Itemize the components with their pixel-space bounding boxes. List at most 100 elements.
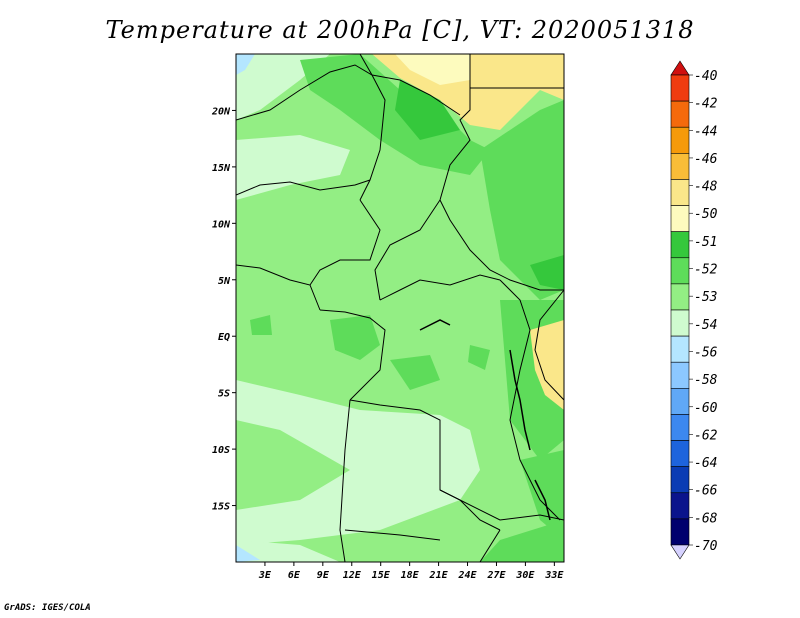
field-pale-south — [236, 380, 480, 545]
boundary-zambia — [439, 489, 564, 521]
x-tick-label: 15E — [372, 570, 391, 581]
colorbar-label: -51 — [694, 235, 717, 250]
boundary-west-africa — [236, 179, 371, 196]
colorbar-swatch — [670, 74, 690, 102]
field-darker-north — [395, 80, 460, 140]
colorbar-swatch — [670, 100, 690, 128]
colorbar-swatch — [670, 361, 690, 389]
colorbar-swatch — [670, 309, 690, 337]
field-pale-sahel — [236, 135, 350, 200]
x-tick-label: 3E — [258, 570, 272, 581]
colorbar-label: -42 — [694, 97, 718, 112]
boundary-car-drc — [379, 274, 501, 301]
colorbar-label: -40 — [694, 69, 718, 84]
boundary-angola-west — [339, 399, 351, 562]
colorbar-label: -60 — [694, 401, 718, 416]
colorbar-swatch — [670, 518, 690, 546]
colorbar-label: -44 — [694, 124, 717, 139]
boundary-sahara — [236, 64, 461, 121]
boundary-niger-chad — [359, 54, 386, 201]
x-tick-label: 6E — [288, 570, 301, 581]
boundary-namibia — [344, 529, 441, 541]
colorbar-swatch — [670, 283, 690, 311]
colorbar-swatch — [670, 414, 690, 441]
boundary-nigeria-cameroon — [309, 199, 381, 286]
field-dark-congo2 — [390, 355, 440, 390]
colorbar-swatch — [670, 153, 690, 180]
boundary-sudan-south — [439, 199, 564, 291]
field-mid-sw — [236, 420, 350, 510]
lake-tanganyika — [509, 349, 531, 451]
y-tick-label: EQ — [218, 332, 230, 343]
boundary-libya-sudan — [439, 54, 471, 201]
field-dark-east — [480, 100, 564, 300]
colorbar-label: -50 — [694, 207, 718, 222]
colorbar-label: -70 — [694, 539, 718, 554]
colorbar-swatch — [670, 231, 690, 259]
country-boundaries — [236, 54, 564, 562]
field-warmer-north — [395, 54, 470, 85]
field-warm-east — [530, 320, 564, 410]
colorbar-label: -58 — [694, 373, 718, 388]
x-tick-label: 33E — [544, 570, 564, 581]
colorbar-bottom-arrow — [670, 544, 690, 560]
colorbar-label: -64 — [694, 456, 717, 471]
colorbar-label: -56 — [694, 345, 718, 360]
colorbar-label: -53 — [694, 290, 717, 305]
field-dark-lake — [468, 345, 490, 370]
colorbar-label: -52 — [694, 263, 718, 278]
field-pale-sw — [236, 540, 340, 562]
colorbar-label: -62 — [694, 428, 718, 443]
colorbar-swatch — [670, 179, 690, 206]
colorbar-swatch — [670, 492, 690, 520]
boundary-coast-nw — [236, 264, 321, 311]
y-tick-label: 10S — [212, 445, 230, 456]
y-tick-label: 15S — [212, 502, 230, 513]
colorbar-swatch — [670, 335, 690, 363]
x-tick-label: 30E — [515, 570, 535, 581]
y-tick-label: 10N — [212, 219, 231, 230]
boundary-gabon-congo — [319, 309, 386, 401]
colorbar-label: -48 — [694, 180, 718, 195]
boundary-great-lakes — [499, 279, 561, 521]
lake-mark-1 — [419, 319, 451, 331]
y-tick-label: 5S — [218, 389, 230, 400]
colorbar: -40 -42 -44 -46 -48 -50 -51 -52 -53 -54 -56 -58 -60 -… — [670, 60, 718, 560]
boundary-zimbabwe — [479, 529, 501, 562]
colorbar-swatch — [670, 205, 690, 232]
lake-malawi — [534, 479, 551, 521]
field-dark-north — [300, 54, 490, 175]
x-tick-label: 27E — [486, 570, 506, 581]
colorbar-swatch — [670, 466, 690, 494]
colorbar-label: -66 — [694, 484, 718, 499]
field-darker-east — [530, 255, 564, 290]
colorbar-swatch — [670, 257, 690, 285]
colorbar-label: -68 — [694, 511, 718, 526]
x-axis: 3E 6E 9E 12E 15E 18E 21E 24E 27E 30E 33E — [258, 562, 564, 581]
x-tick-label: 9E — [317, 570, 330, 581]
footer-credit: GrADS: IGES/COLA — [4, 603, 91, 613]
colorbar-top-arrow — [670, 60, 690, 76]
colorbar-label: -54 — [694, 318, 717, 333]
y-axis: 20N 15N 10N 5N EQ 5S 10S 15S — [211, 106, 236, 513]
boundary-chad-car — [374, 199, 441, 301]
colorbar-swatch — [670, 388, 690, 415]
colorbar-label: -46 — [694, 152, 718, 167]
colorbar-swatch — [670, 440, 690, 467]
y-tick-label: 20N — [211, 106, 231, 117]
temperature-field — [236, 54, 564, 562]
field-dark-gabon — [250, 315, 272, 335]
field-dark-south — [480, 520, 564, 562]
chart-title: Temperature at 200hPa [C], VT: 202005131… — [105, 16, 695, 44]
y-tick-label: 5N — [218, 276, 231, 287]
field-cold-sw — [236, 545, 260, 562]
x-tick-label: 24E — [457, 570, 477, 581]
boundary-kenya — [534, 289, 564, 401]
y-tick-label: 15N — [212, 163, 231, 174]
field-cold-nw — [236, 54, 255, 75]
boundary-angola-drc — [349, 399, 501, 531]
x-tick-label: 12E — [343, 570, 362, 581]
colorbar-swatch — [670, 126, 690, 154]
x-tick-label: 21E — [429, 570, 449, 581]
